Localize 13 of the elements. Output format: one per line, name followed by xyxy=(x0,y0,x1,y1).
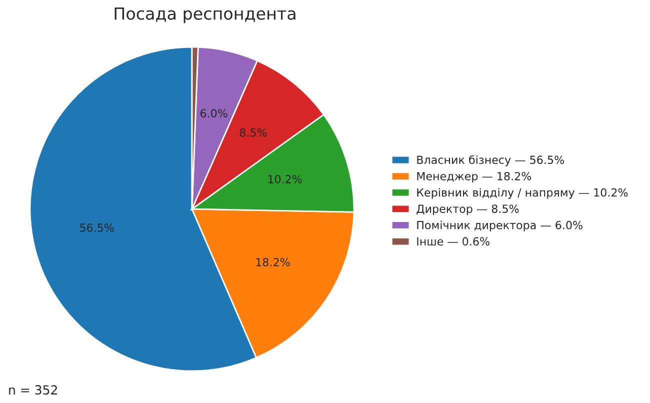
data-label: 18.2% xyxy=(256,258,290,266)
legend-label: Власник бізнесу — 56.5% xyxy=(417,155,564,166)
legend-label: Помічник директора — 6.0% xyxy=(417,220,582,232)
chart-title: Посада респондента xyxy=(114,7,296,24)
data-label: 8.5% xyxy=(240,128,267,137)
text: n = 352 xyxy=(9,385,57,395)
data-label: 6.0% xyxy=(200,109,228,118)
legend-label: Менеджер — 18.2% xyxy=(417,172,532,183)
legend-label: Керівник відділу / напряму — 10.2% xyxy=(417,188,628,199)
data-label: 10.2% xyxy=(268,174,302,184)
legend-label: Інше — 0.6% xyxy=(417,237,490,246)
data-label: 56.5% xyxy=(80,224,114,232)
legend-label: Директор — 8.5% xyxy=(416,204,519,216)
